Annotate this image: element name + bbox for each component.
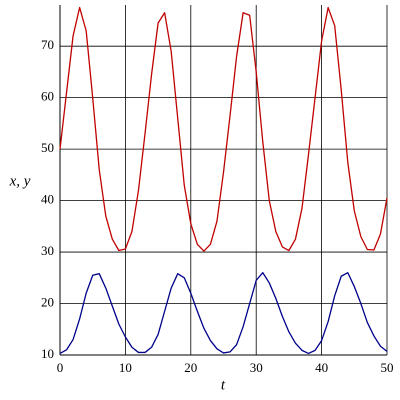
x-tick-label: 40 [315, 360, 328, 375]
x-tick-label: 50 [381, 360, 394, 375]
x-tick-label: 20 [184, 360, 197, 375]
line-series [59, 271, 388, 355]
y-tick-label: 70 [41, 37, 54, 52]
line-series [59, 6, 388, 252]
y-tick-label: 20 [41, 295, 54, 310]
y-tick-label: 40 [41, 192, 54, 207]
y-tick-label: 30 [41, 243, 54, 258]
y-tick-label: 60 [41, 89, 54, 104]
y-tick-label: 50 [41, 140, 54, 155]
x-tick-label: 0 [57, 360, 64, 375]
x-axis-label: t [221, 377, 226, 393]
y-axis-label: x, y [9, 173, 31, 189]
y-tick-label: 10 [41, 346, 54, 361]
x-tick-label: 10 [119, 360, 132, 375]
x-tick-label: 30 [250, 360, 263, 375]
